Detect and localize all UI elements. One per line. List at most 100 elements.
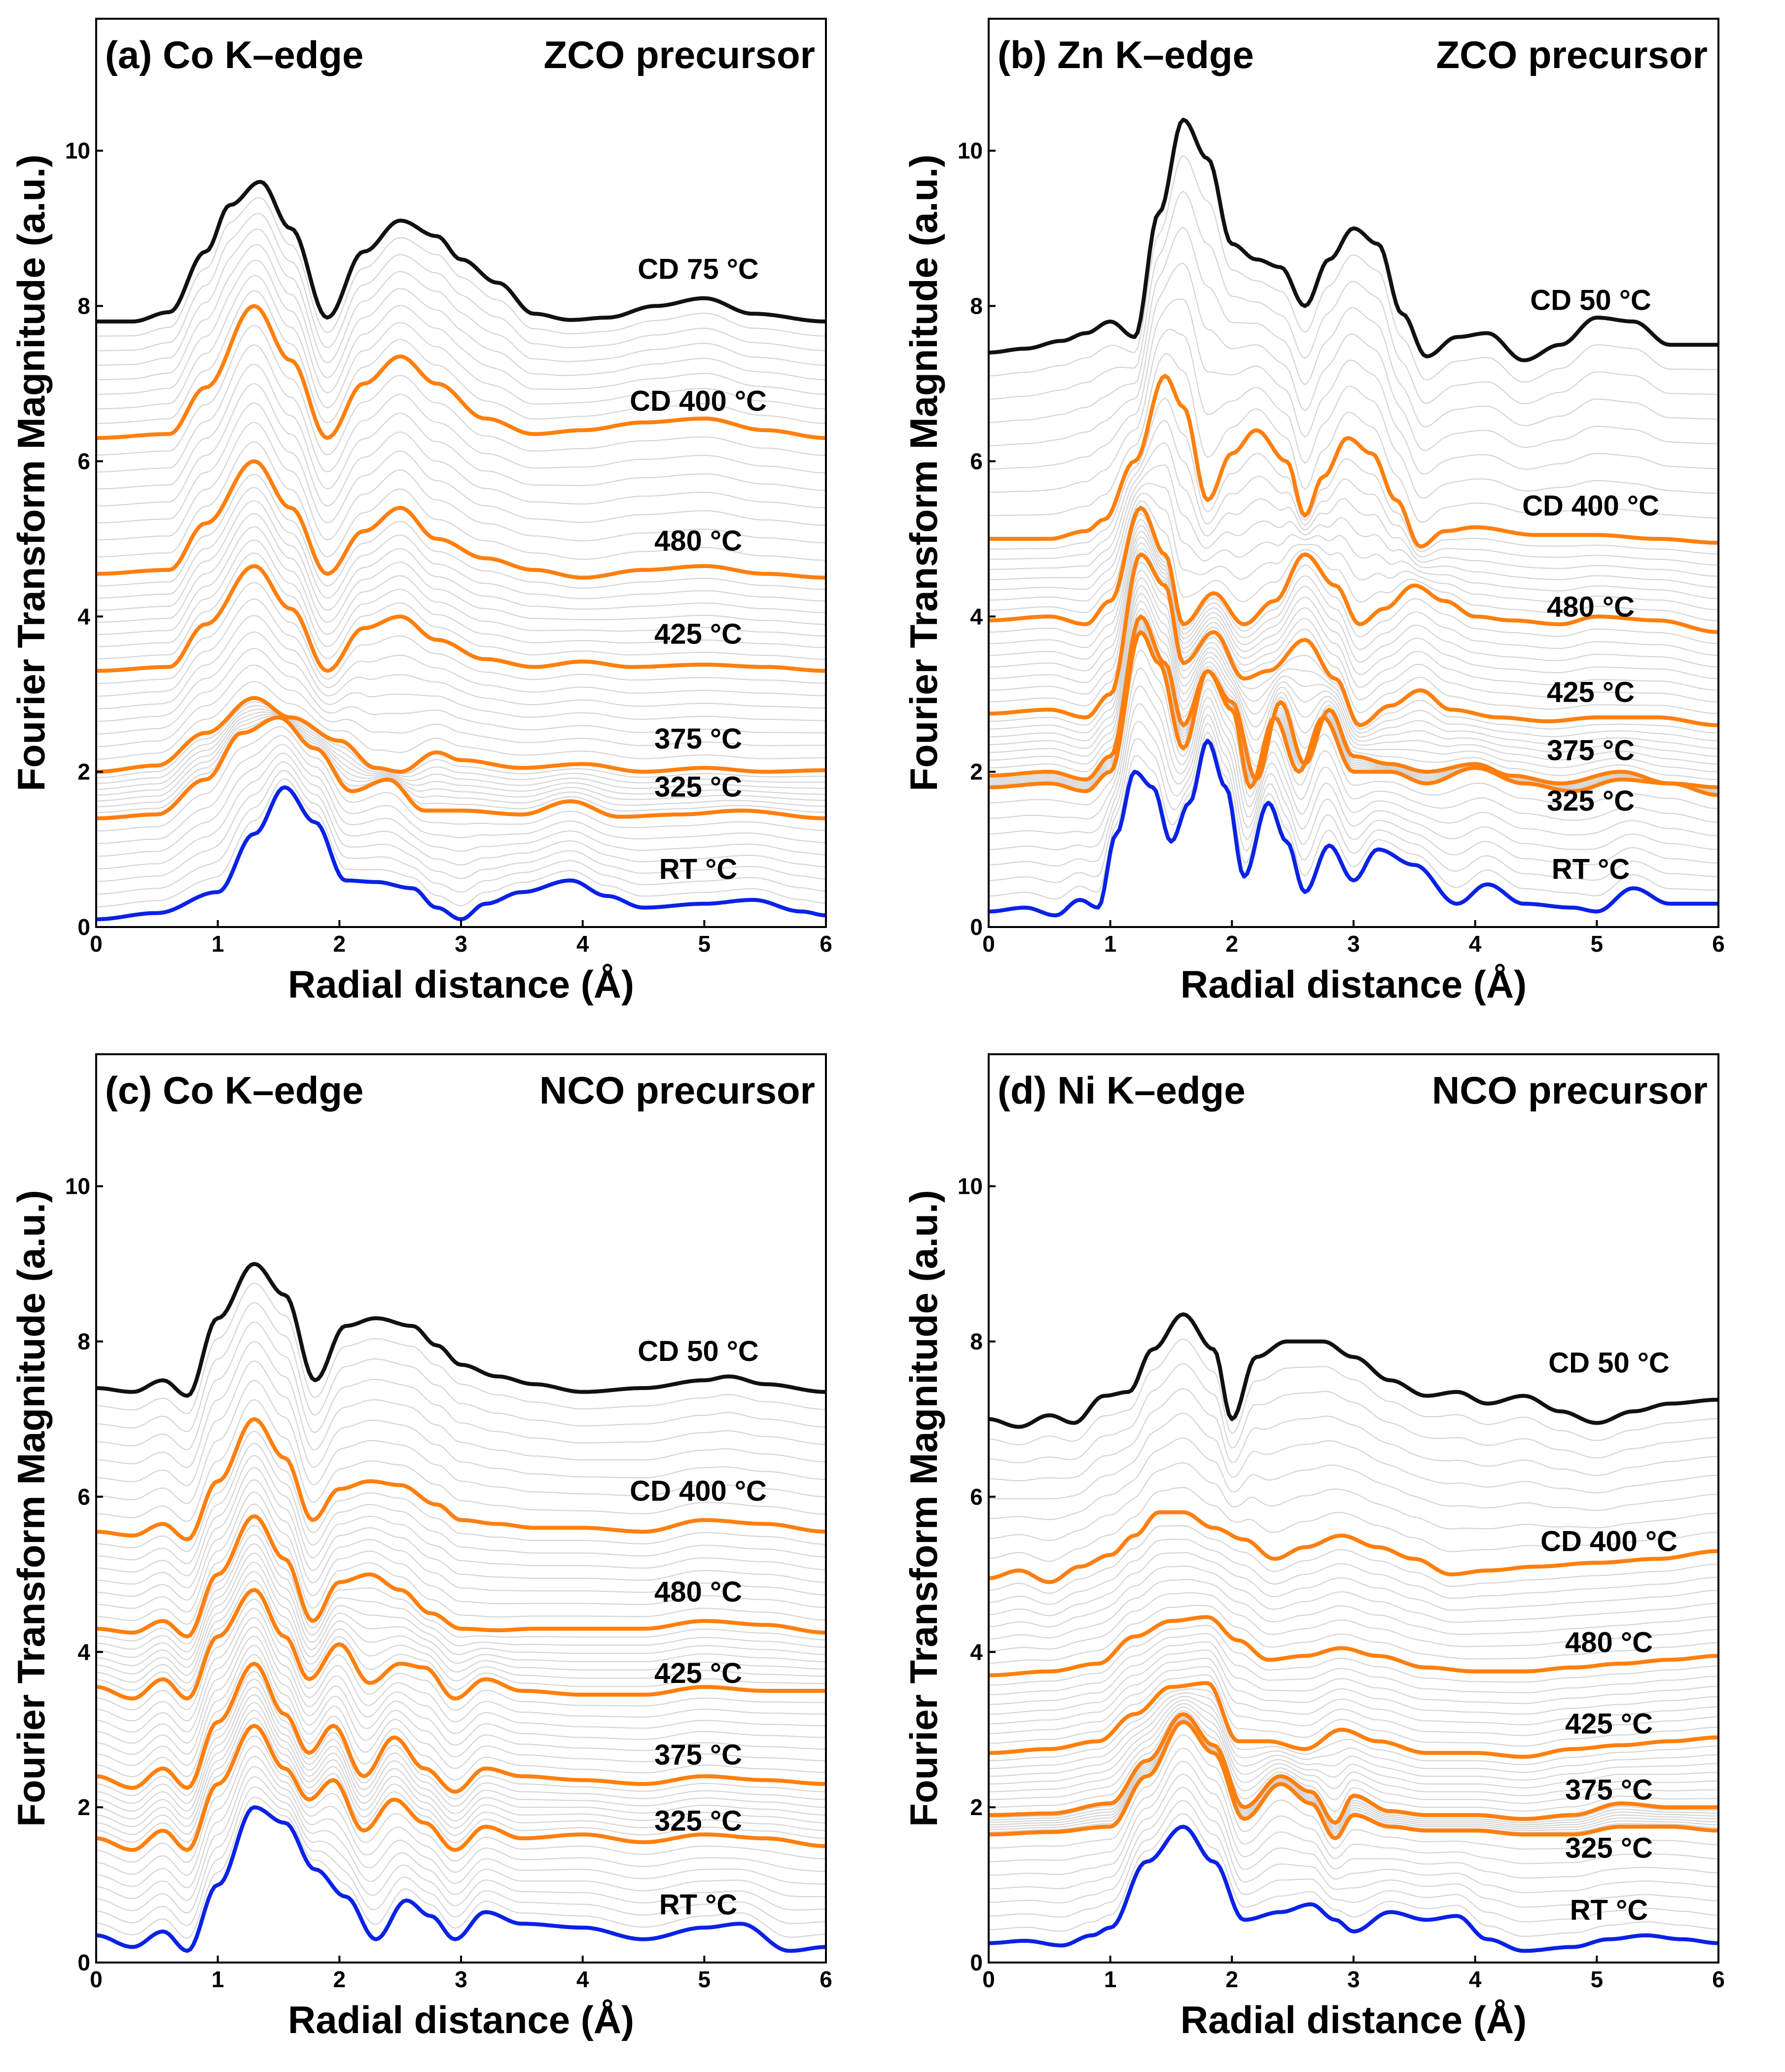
- background-trace: [96, 1479, 826, 1601]
- background-trace: [96, 1679, 826, 1807]
- background-trace: [989, 420, 1718, 566]
- series-label: CD 400 °C: [630, 1475, 767, 1507]
- background-trace: [989, 1786, 1718, 1908]
- x-axis-label: Radial distance (Å): [1180, 1998, 1527, 2041]
- background-trace: [96, 1283, 826, 1415]
- series-label: CD 50 °C: [1548, 1347, 1670, 1379]
- background-trace: [96, 1786, 826, 1927]
- y-axis-label: Fourier Transform Magnitude (a.u.): [902, 1190, 945, 1826]
- series-label: RT °C: [659, 1889, 738, 1921]
- background-trace: [96, 1399, 826, 1522]
- background-trace: [989, 703, 1718, 851]
- y-tick-label: 4: [77, 1639, 90, 1665]
- background-trace: [96, 1525, 826, 1645]
- background-trace: [96, 1710, 826, 1836]
- series-label: RT °C: [659, 853, 738, 885]
- y-tick-label: 4: [970, 1639, 983, 1665]
- background-trace: [989, 1710, 1718, 1812]
- background-trace: [989, 1719, 1718, 1835]
- background-trace: [96, 552, 826, 660]
- background-trace: [96, 244, 826, 381]
- y-tick-label: 6: [77, 1484, 90, 1509]
- x-tick-label: 0: [90, 1966, 103, 1992]
- background-trace: [989, 1412, 1718, 1500]
- y-tick-label: 4: [970, 604, 983, 629]
- series-line-3: [96, 564, 826, 673]
- background-trace: [989, 584, 1718, 757]
- series-line-0: [989, 739, 1718, 918]
- background-trace: [96, 705, 826, 784]
- series-line-3: [989, 552, 1718, 727]
- background-trace: [989, 1774, 1718, 1893]
- background-trace: [989, 1688, 1718, 1765]
- background-trace: [96, 259, 826, 395]
- series-line-5: [96, 304, 826, 440]
- background-trace: [96, 761, 826, 882]
- background-trace: [989, 328, 1718, 499]
- series-line-4: [96, 1514, 826, 1639]
- background-trace: [96, 726, 826, 832]
- series-label: CD 75 °C: [638, 253, 759, 285]
- background-trace: [96, 752, 826, 869]
- background-trace: [989, 1716, 1718, 1829]
- background-trace: [989, 1633, 1718, 1695]
- background-trace: [989, 731, 1718, 900]
- series-label: 325 °C: [1547, 785, 1635, 817]
- y-tick-label: 10: [958, 138, 983, 164]
- background-trace: [989, 621, 1718, 791]
- background-trace: [989, 519, 1718, 656]
- series-line-0: [96, 1805, 826, 1953]
- series-label: 325 °C: [654, 771, 742, 803]
- background-trace: [989, 464, 1718, 588]
- y-axis-label: Fourier Transform Magnitude (a.u.): [902, 154, 945, 791]
- background-trace: [989, 548, 1718, 714]
- series-label: CD 50 °C: [1530, 284, 1651, 316]
- background-trace: [989, 530, 1718, 679]
- background-trace: [96, 631, 826, 722]
- background-trace: [96, 290, 826, 424]
- background-trace: [989, 1666, 1718, 1736]
- background-trace: [96, 615, 826, 710]
- background-trace: [989, 226, 1718, 428]
- series-label: 375 °C: [654, 723, 742, 755]
- series-line-2: [96, 1661, 826, 1794]
- x-tick-label: 2: [333, 1966, 346, 1992]
- background-trace: [989, 542, 1718, 703]
- x-tick-label: 0: [982, 1966, 995, 1992]
- background-trace: [989, 483, 1718, 599]
- background-trace: [989, 1437, 1718, 1520]
- background-trace: [96, 1766, 826, 1901]
- x-tick-label: 3: [1347, 931, 1360, 957]
- background-trace: [96, 1755, 826, 1889]
- background-trace: [989, 667, 1718, 823]
- y-tick-label: 2: [77, 759, 90, 785]
- series-label: 480 °C: [654, 1576, 742, 1608]
- x-axis-label: Radial distance (Å): [288, 963, 634, 1006]
- background-trace: [989, 1538, 1718, 1605]
- x-tick-label: 6: [1712, 931, 1725, 957]
- plot-area: [989, 1312, 1718, 1953]
- background-trace: [989, 1717, 1718, 1831]
- background-trace: [989, 1592, 1718, 1652]
- background-trace: [989, 649, 1718, 809]
- background-trace: [96, 778, 826, 907]
- background-trace: [96, 716, 826, 813]
- series-label: 325 °C: [1565, 1832, 1653, 1864]
- background-trace: [96, 708, 826, 790]
- series-line-6: [96, 1262, 826, 1398]
- x-tick-label: 4: [576, 931, 589, 957]
- background-trace: [989, 1578, 1718, 1640]
- background-trace: [989, 155, 1718, 383]
- background-trace: [989, 1747, 1718, 1864]
- series-line-5: [989, 374, 1718, 549]
- background-trace: [989, 1706, 1718, 1804]
- background-trace: [96, 275, 826, 410]
- background-trace: [96, 1442, 826, 1565]
- background-trace: [96, 1644, 826, 1769]
- background-trace: [96, 648, 826, 735]
- series-label: 425 °C: [654, 618, 742, 650]
- y-tick-label: 4: [77, 604, 90, 629]
- background-trace: [989, 1605, 1718, 1664]
- x-tick-label: 5: [698, 931, 711, 957]
